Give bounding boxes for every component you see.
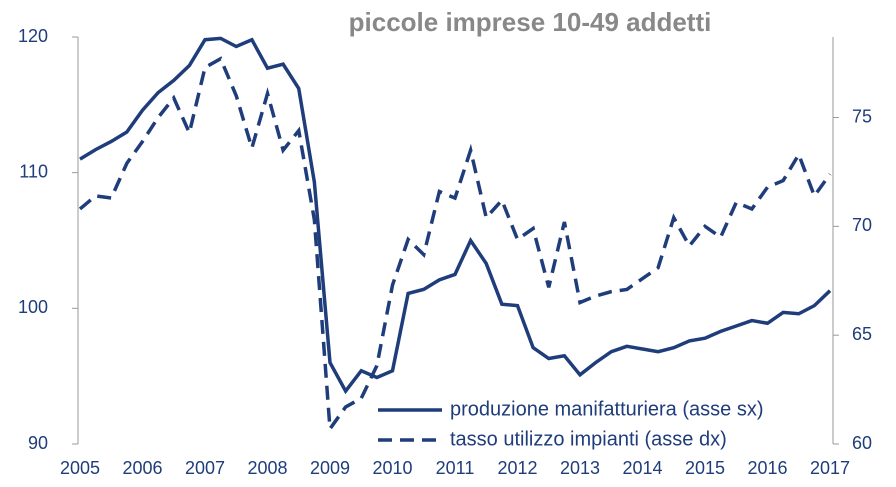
- x-tick-label: 2010: [372, 458, 412, 478]
- x-tick-label: 2006: [122, 458, 162, 478]
- x-tick-label: 2009: [310, 458, 350, 478]
- x-tick-label: 2012: [497, 458, 537, 478]
- y2-tick-label: 75: [852, 106, 872, 126]
- y-tick-label: 100: [18, 297, 48, 317]
- x-tick-label: 2014: [622, 458, 662, 478]
- y-tick-label: 90: [28, 433, 48, 453]
- x-tick-label: 2016: [747, 458, 787, 478]
- x-tick-label: 2015: [685, 458, 725, 478]
- x-tick-label: 2007: [185, 458, 225, 478]
- y2-tick-label: 60: [852, 433, 872, 453]
- y2-tick-label: 65: [852, 324, 872, 344]
- legend-label: produzione manifatturiera (asse sx): [450, 398, 763, 420]
- x-tick-label: 2005: [60, 458, 100, 478]
- x-tick-label: 2017: [810, 458, 850, 478]
- series-line: [79, 36, 832, 395]
- x-tick-label: 2008: [247, 458, 287, 478]
- chart-title: piccole imprese 10-49 addetti: [349, 7, 712, 37]
- y-tick-label: 110: [19, 161, 48, 181]
- y2-tick-label: 70: [852, 215, 872, 235]
- y-tick-label: 120: [18, 26, 48, 46]
- legend-label: tasso utilizzo impianti (asse dx): [450, 428, 727, 450]
- x-tick-label: 2011: [436, 458, 475, 478]
- series-line: [78, 56, 832, 434]
- x-tick-label: 2013: [560, 458, 600, 478]
